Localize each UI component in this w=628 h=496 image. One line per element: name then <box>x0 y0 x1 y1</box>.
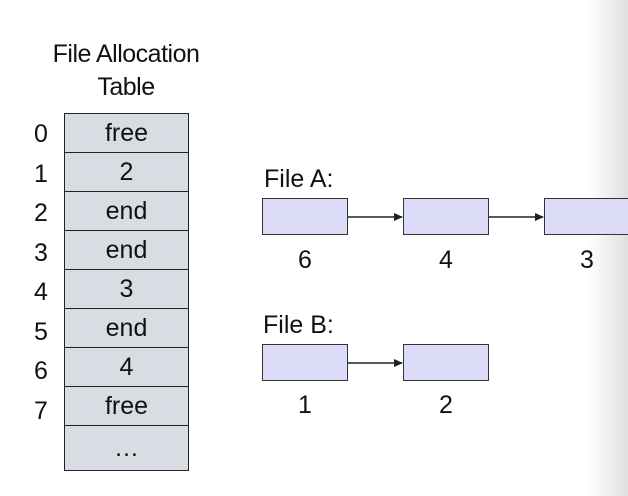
file-a-block-2-number: 4 <box>439 246 453 274</box>
fat-index-0: 0 <box>34 120 48 148</box>
file-b-block-1-number: 1 <box>298 391 312 419</box>
fat-title-line1: File Allocation <box>52 40 200 68</box>
fat-index-7: 7 <box>34 396 48 425</box>
fat-entry-6: 4 <box>65 348 188 387</box>
fat-index-3: 3 <box>34 238 48 267</box>
fat-entry-3: end <box>65 231 188 270</box>
file-b-block-2-number: 2 <box>439 391 453 419</box>
file-a-block-2 <box>403 198 489 235</box>
fat-index-1: 1 <box>34 159 48 188</box>
fat-index-6: 6 <box>34 357 48 385</box>
fat-entry-7: free <box>65 387 188 426</box>
fat-table: free 2 end end 3 end 4 free … <box>64 113 189 471</box>
fat-entry-4: 3 <box>65 270 188 309</box>
fat-entry-1: 2 <box>65 153 188 192</box>
file-a-block-1 <box>262 198 348 235</box>
fat-entry-2: end <box>65 192 188 231</box>
file-b-block-1 <box>262 344 348 381</box>
page-edge-shade <box>588 0 628 496</box>
fat-entry-ellipsis: … <box>114 433 139 462</box>
file-a-block-3-number: 3 <box>580 246 594 274</box>
file-b-label: File B: <box>263 311 334 339</box>
fat-index-4: 4 <box>34 278 48 306</box>
fat-title: File Allocation Table <box>26 38 226 104</box>
file-a-label: File A: <box>264 165 334 193</box>
fat-title-line2: Table <box>97 73 155 101</box>
file-a-block-1-number: 6 <box>298 246 312 274</box>
file-a-block-3 <box>544 198 628 235</box>
fat-entry-0: free <box>65 114 188 153</box>
fat-index-2: 2 <box>34 199 48 227</box>
fat-index-5: 5 <box>34 317 48 346</box>
file-b-block-2 <box>403 344 489 381</box>
fat-entry-5: end <box>65 309 188 348</box>
